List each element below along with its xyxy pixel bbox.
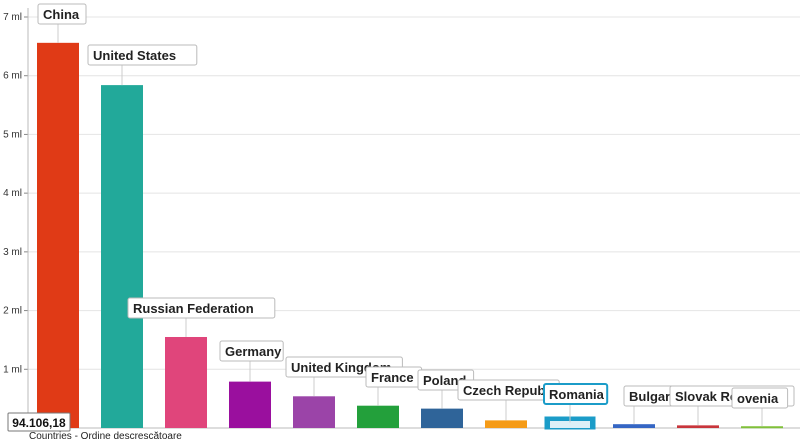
y-tick-label: 1 ml — [3, 364, 22, 375]
y-tick-label: 7 ml — [3, 12, 22, 23]
category-label-box — [219, 340, 284, 362]
bar — [613, 424, 655, 428]
x-axis-title: Countries - Ordine descrescătoare — [29, 431, 182, 442]
category-label: Czech Republ — [463, 383, 549, 398]
bar — [37, 42, 79, 428]
category-label: France — [371, 370, 414, 385]
category-label-box — [37, 3, 87, 25]
highlight-value-label: 94.106,18 — [12, 416, 66, 430]
bars — [37, 42, 783, 430]
category-label: Germany — [225, 344, 282, 359]
category-label: Poland — [423, 373, 466, 388]
category-label: Russian Federation — [133, 301, 254, 316]
category-label: Romania — [549, 387, 605, 402]
grid-lines: 1 ml 2 ml 3 ml 4 ml 5 ml 6 ml 7 ml — [3, 8, 800, 429]
bar — [165, 336, 207, 428]
bar — [741, 426, 783, 429]
category-label-box — [731, 387, 789, 409]
y-tick-label: 3 ml — [3, 247, 22, 258]
category-label-box — [87, 44, 198, 66]
bar — [677, 425, 719, 428]
bar — [421, 408, 463, 428]
bar — [357, 405, 399, 428]
category-label: United States — [93, 48, 176, 63]
bar — [293, 396, 335, 428]
bar-highlight-inner — [550, 421, 590, 428]
y-tick-label: 6 ml — [3, 71, 22, 82]
category-label-box — [543, 383, 609, 405]
category-label: Bulgar — [629, 389, 670, 404]
value-label: 94.106,18 — [7, 412, 71, 432]
y-tick-label: 2 ml — [3, 306, 22, 317]
bar — [101, 85, 143, 428]
category-label: ovenia — [737, 391, 779, 406]
category-label-box — [127, 297, 276, 319]
category-labels: China United States Russian Federation Germ… — [37, 3, 795, 427]
bar — [485, 420, 527, 428]
category-label: China — [43, 7, 80, 22]
y-tick-label: 4 ml — [3, 188, 22, 199]
bar — [229, 381, 271, 428]
y-tick-label: 5 ml — [3, 129, 22, 140]
